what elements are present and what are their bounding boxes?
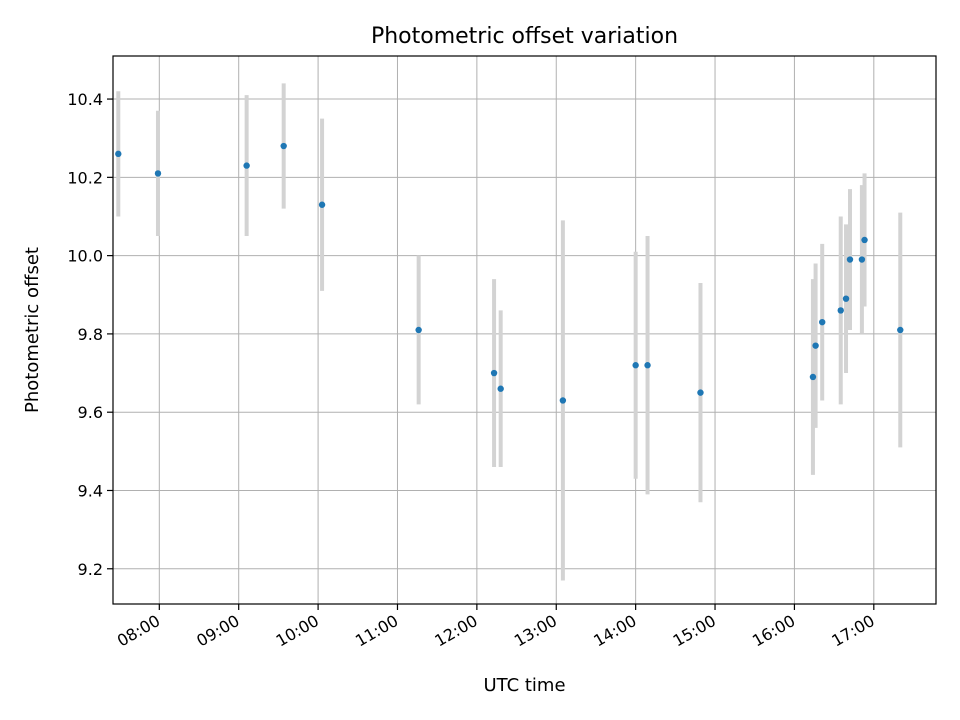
y-tick-label: 10.4	[67, 90, 103, 109]
y-axis-label: Photometric offset	[22, 247, 43, 413]
data-points	[115, 142, 904, 404]
data-point	[897, 326, 904, 334]
data-point	[644, 362, 651, 369]
data-point	[115, 150, 122, 158]
data-point	[243, 162, 250, 169]
data-point	[559, 397, 567, 404]
x-axis-label: UTC time	[483, 675, 565, 696]
y-tick-label: 9.4	[78, 481, 103, 500]
chart-title: Photometric offset variation	[371, 24, 678, 49]
data-point	[318, 201, 326, 208]
data-point	[154, 170, 162, 177]
data-point	[846, 256, 854, 263]
data-point	[415, 326, 422, 334]
y-tick-label: 9.6	[78, 403, 103, 422]
data-point	[819, 318, 826, 326]
data-point	[490, 369, 498, 377]
data-point	[861, 236, 868, 244]
data-point	[837, 307, 844, 314]
data-point	[812, 342, 819, 349]
data-point	[280, 142, 287, 150]
y-tick-label: 10.2	[67, 168, 103, 187]
grid	[113, 56, 936, 604]
data-point	[697, 389, 704, 396]
plot-frame	[112, 55, 937, 605]
data-point	[842, 295, 850, 302]
y-tick-label: 9.8	[78, 325, 103, 344]
data-point	[632, 362, 639, 369]
data-point	[858, 256, 866, 263]
y-tick-label: 9.2	[78, 560, 103, 579]
data-point	[497, 385, 504, 392]
y-axis-ticks: 9.2 9.4 9.6 9.8 10.0 10.2 10.4	[67, 90, 113, 579]
data-point	[809, 373, 817, 381]
y-tick-label: 10.0	[67, 247, 103, 266]
